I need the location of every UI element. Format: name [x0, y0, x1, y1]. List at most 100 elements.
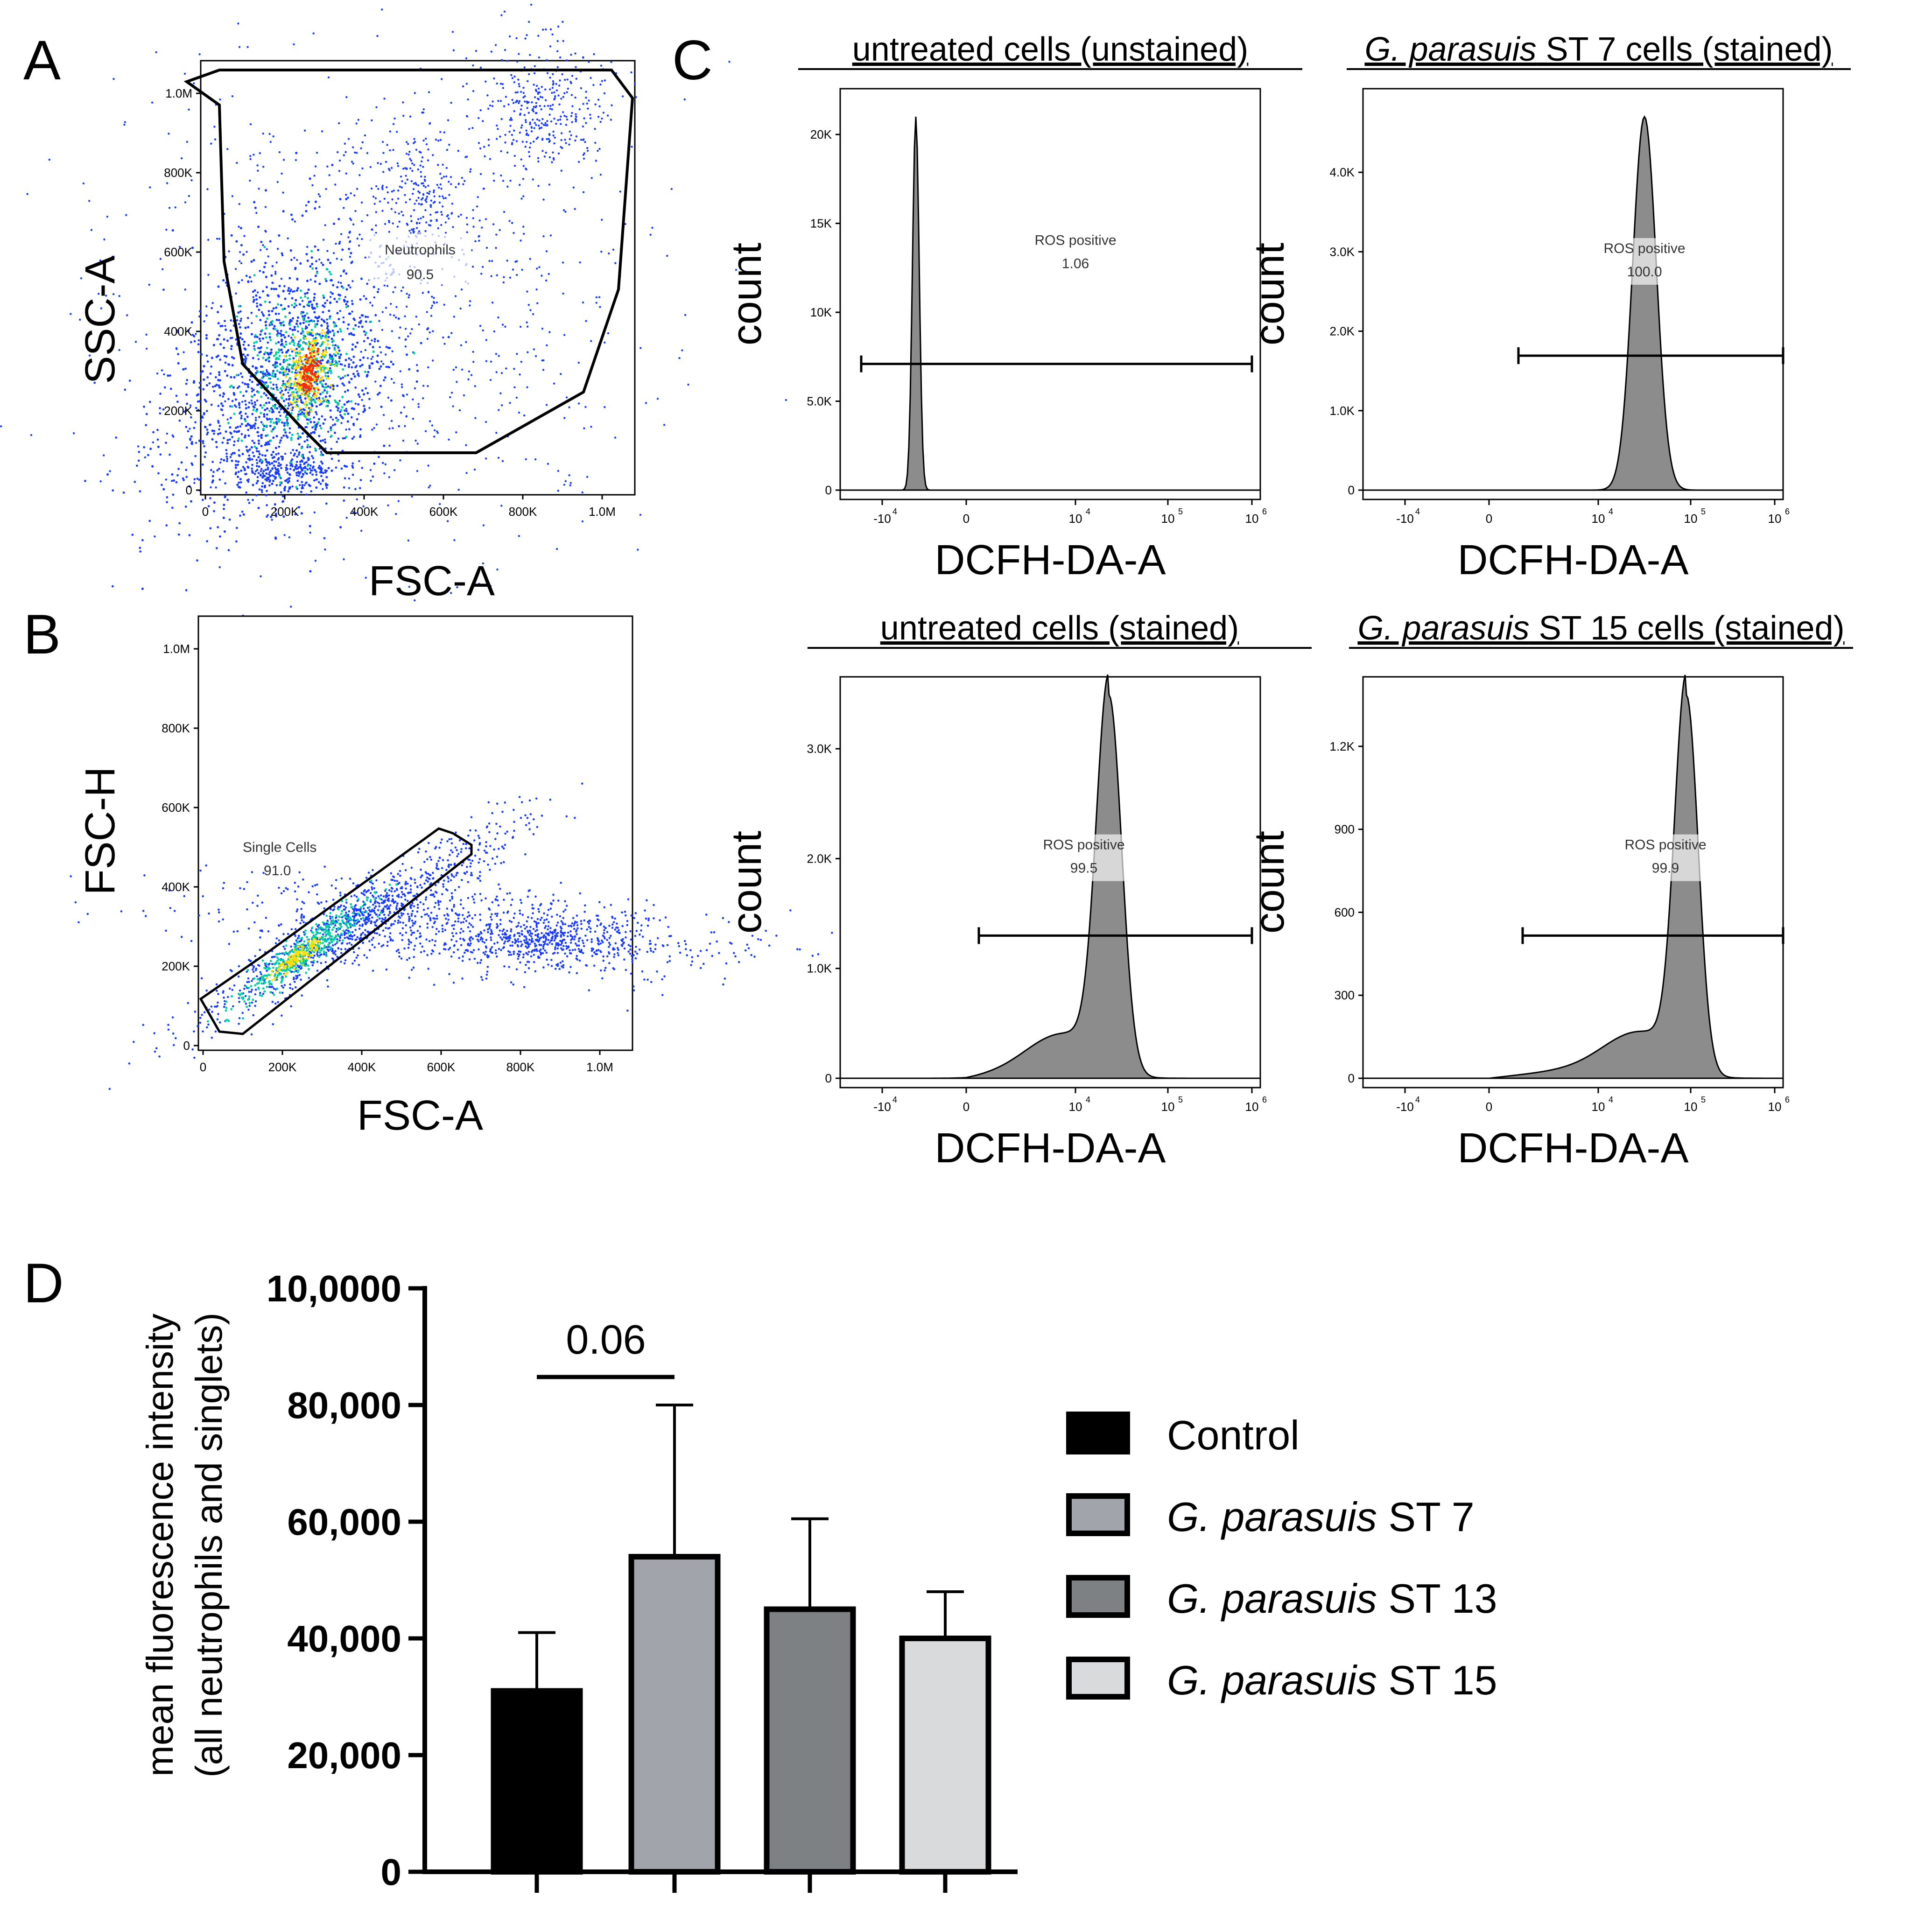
density-dot: [302, 331, 304, 334]
density-dot: [311, 369, 314, 372]
density-dot: [245, 424, 247, 427]
density-dot: [190, 416, 192, 419]
density-dot: [401, 386, 403, 388]
density-dot: [590, 177, 593, 179]
density-dot: [319, 356, 322, 359]
density-dot: [258, 465, 260, 468]
density-dot: [316, 272, 318, 274]
density-dot: [520, 104, 523, 107]
density-dot: [253, 472, 256, 475]
density-dot: [400, 289, 403, 292]
density-dot: [489, 585, 492, 587]
density-dot: [178, 522, 181, 525]
density-dot: [213, 126, 216, 128]
density-dot: [216, 338, 218, 341]
density-dot: [483, 850, 486, 852]
density-dot: [225, 455, 228, 458]
density-dot: [372, 196, 375, 198]
density-dot: [586, 147, 589, 149]
density-dot: [345, 306, 348, 309]
density-dot: [595, 160, 597, 162]
density-dot: [528, 155, 531, 158]
density-dot: [72, 432, 75, 435]
density-dot: [219, 432, 222, 435]
density-dot: [185, 382, 188, 385]
density-dot: [576, 972, 578, 975]
density-dot: [562, 111, 564, 113]
density-dot: [430, 912, 433, 914]
density-dot: [244, 326, 247, 329]
density-dot: [574, 816, 576, 819]
density-dot: [214, 385, 217, 387]
density-dot: [359, 479, 362, 481]
density-dot: [379, 346, 381, 348]
density-dot: [336, 286, 339, 288]
density-dot: [325, 486, 328, 489]
density-dot: [270, 288, 273, 290]
density-dot: [514, 91, 517, 94]
density-dot: [478, 858, 481, 860]
density-dot: [564, 139, 566, 141]
density-dot: [118, 295, 120, 297]
density-dot: [230, 376, 232, 379]
density-dot: [540, 126, 543, 129]
density-dot: [317, 388, 320, 391]
density-dot: [422, 139, 425, 142]
density-dot: [255, 968, 258, 970]
density-dot: [438, 186, 440, 189]
density-dot: [307, 303, 309, 306]
density-dot: [595, 302, 598, 304]
density-dot: [404, 167, 407, 169]
density-dot: [478, 142, 480, 144]
density-dot: [279, 439, 282, 442]
density-dot: [118, 349, 120, 351]
density-dot: [563, 92, 566, 94]
density-dot: [256, 371, 260, 373]
density-dot: [274, 375, 277, 378]
density-dot: [392, 427, 394, 429]
density-dot: [409, 332, 412, 335]
density-dot: [512, 836, 514, 838]
density-dot: [556, 66, 559, 69]
density-dot: [230, 234, 233, 237]
density-dot: [322, 453, 324, 457]
density-dot: [255, 340, 258, 343]
density-dot: [217, 405, 220, 407]
density-dot: [264, 468, 267, 471]
density-dot: [335, 364, 338, 367]
density-dot: [459, 307, 462, 310]
density-dot: [211, 438, 214, 441]
density-dot: [320, 378, 323, 380]
density-dot: [227, 398, 230, 400]
density-dot: [205, 864, 207, 867]
density-dot: [517, 78, 520, 81]
density-dot: [281, 421, 283, 424]
density-dot: [269, 141, 272, 143]
density-dot: [380, 902, 383, 904]
density-dot: [304, 292, 307, 295]
density-dot: [376, 290, 379, 294]
density-dot: [453, 924, 456, 927]
density-dot: [246, 251, 248, 253]
density-dot: [305, 426, 308, 429]
density-dot: [285, 388, 288, 391]
density-dot: [789, 909, 792, 912]
density-dot: [362, 356, 365, 359]
density-dot: [300, 978, 302, 981]
density-dot: [346, 327, 349, 330]
density-dot: [417, 218, 420, 220]
density-dot: [343, 486, 345, 489]
density-dot: [314, 560, 317, 562]
density-dot: [370, 320, 372, 323]
density-dot: [563, 334, 566, 336]
density-dot: [314, 372, 316, 375]
density-dot: [629, 945, 632, 948]
density-dot: [299, 484, 301, 486]
density-dot: [549, 234, 552, 237]
density-dot: [515, 968, 518, 970]
density-dot: [315, 478, 317, 481]
density-dot: [196, 559, 198, 562]
density-dot: [372, 350, 375, 353]
density-dot: [309, 407, 312, 409]
density-dot: [489, 379, 492, 381]
